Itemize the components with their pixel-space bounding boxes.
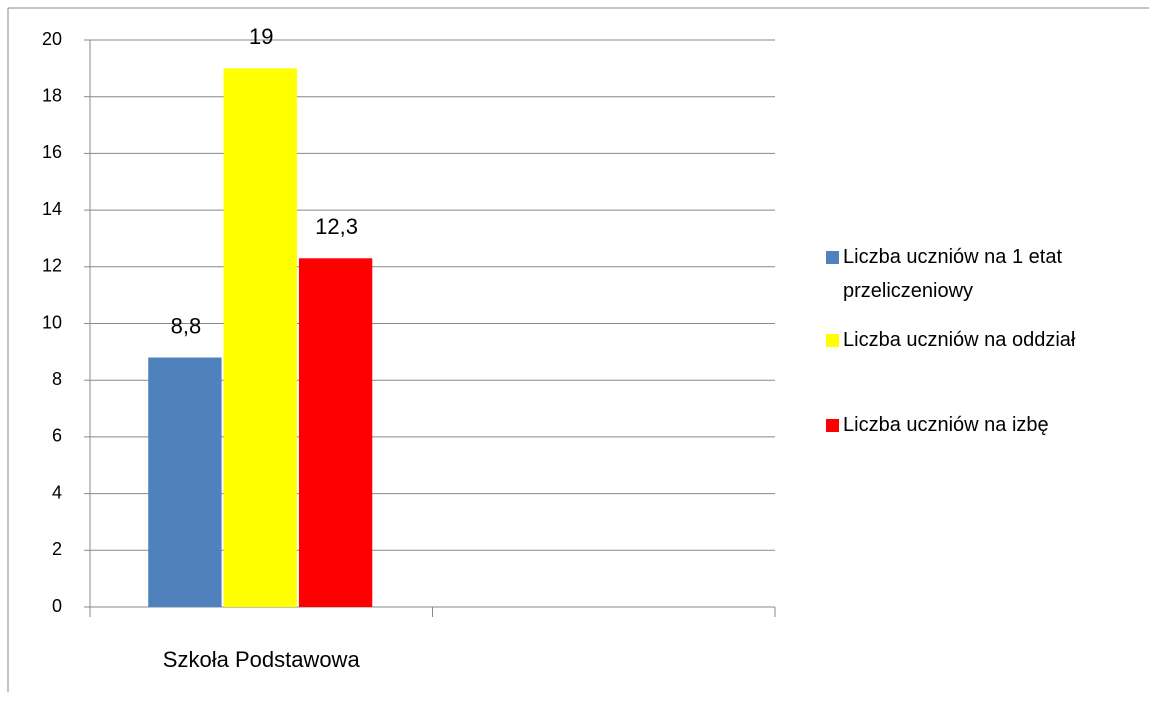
y-tick-label: 12 [42, 256, 62, 276]
legend-entry: Liczba uczniów na izbę [826, 408, 1146, 442]
data-label: 19 [249, 24, 273, 49]
legend-swatch [826, 419, 839, 432]
bar [148, 357, 222, 607]
bar [223, 68, 297, 608]
y-tick-label: 6 [52, 426, 62, 446]
y-tick-label: 2 [52, 539, 62, 559]
legend-entry: Liczba uczniów na 1 etat przeliczeniowy [826, 240, 1146, 308]
legend-label: Liczba uczniów na oddział [843, 329, 1076, 351]
legend-swatch [826, 251, 839, 264]
y-tick-label: 18 [42, 85, 62, 105]
legend-label: Liczba uczniów na izbę [843, 414, 1049, 436]
y-tick-label: 16 [42, 142, 62, 162]
y-tick-label: 4 [52, 482, 62, 502]
y-tick-label: 14 [42, 199, 62, 219]
legend-entry: Liczba uczniów na oddział [826, 323, 1146, 357]
data-label: 12,3 [315, 214, 358, 239]
bar [298, 258, 373, 607]
legend-swatch [826, 334, 839, 347]
data-label: 8,8 [171, 313, 202, 338]
x-tick-label: Szkoła Podstawowa [163, 647, 361, 672]
legend-label: Liczba uczniów na 1 etat przeliczeniowy [843, 246, 1063, 302]
y-tick-label: 20 [42, 29, 62, 49]
y-tick-label: 0 [52, 596, 62, 616]
y-tick-label: 10 [42, 312, 62, 332]
y-tick-label: 8 [52, 369, 62, 389]
